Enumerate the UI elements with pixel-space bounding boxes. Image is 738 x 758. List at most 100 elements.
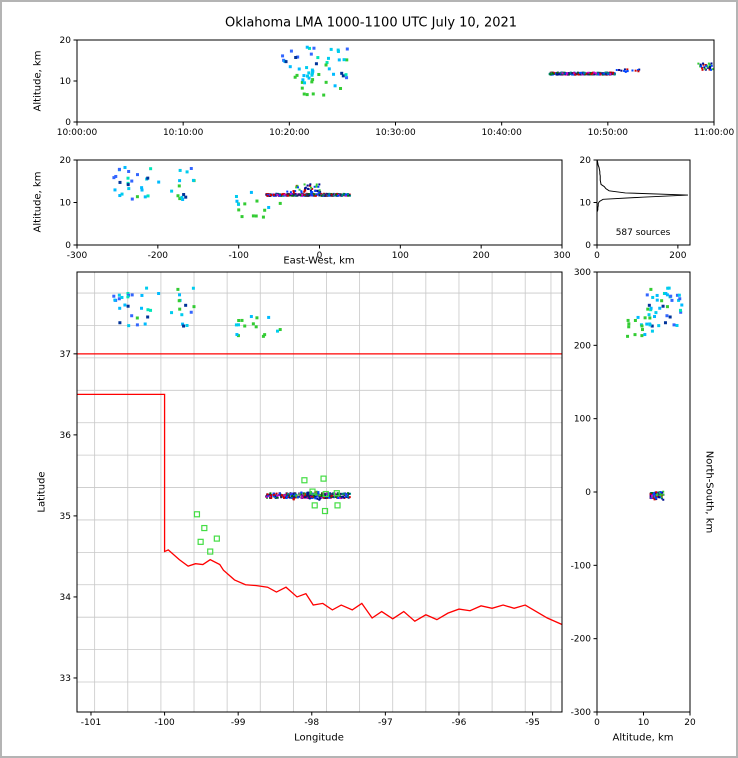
source-point	[344, 193, 347, 196]
source-point	[337, 58, 341, 62]
source-point	[283, 494, 286, 497]
source-point	[254, 214, 258, 218]
source-point	[127, 187, 131, 191]
source-point	[349, 492, 352, 495]
source-point	[660, 494, 663, 497]
source-point	[126, 176, 130, 180]
source-point	[589, 73, 592, 76]
source-point	[254, 325, 258, 329]
source-point	[290, 192, 293, 195]
source-point	[317, 192, 320, 195]
source-point	[293, 75, 297, 79]
tick-label: -100	[154, 718, 175, 728]
source-point	[710, 64, 713, 67]
source-point	[140, 186, 144, 190]
source-point	[345, 58, 349, 62]
source-point	[191, 286, 195, 290]
tick-label: 200	[473, 251, 490, 261]
source-point	[278, 201, 282, 205]
source-point	[297, 67, 301, 71]
source-point	[280, 496, 283, 499]
lma-station-marker	[322, 490, 329, 498]
source-point	[313, 185, 316, 188]
source-point	[655, 298, 659, 302]
source-point	[549, 73, 552, 76]
tick-label: 300	[574, 268, 591, 278]
source-point	[626, 70, 629, 73]
source-point	[284, 60, 288, 64]
source-point	[249, 315, 253, 319]
source-point	[335, 493, 338, 496]
source-point	[330, 193, 333, 196]
source-point	[662, 490, 665, 493]
source-point	[269, 492, 272, 495]
ok-west-south-border	[77, 393, 562, 626]
source-point	[324, 194, 327, 197]
source-point	[701, 68, 704, 71]
source-point	[645, 293, 649, 297]
source-point	[272, 493, 275, 496]
source-point	[557, 73, 560, 76]
source-point	[292, 492, 295, 495]
source-point	[317, 185, 320, 188]
source-point	[643, 316, 647, 320]
source-point	[654, 495, 657, 498]
source-point	[324, 80, 328, 84]
ew-panel-ylabel: Altitude, km	[32, 171, 44, 233]
source-point	[267, 315, 271, 319]
lma-station-marker	[320, 475, 327, 482]
tick-label: 33	[60, 674, 71, 684]
source-point	[316, 497, 319, 500]
source-point	[633, 318, 637, 322]
source-point	[303, 496, 306, 499]
source-point	[311, 187, 314, 190]
lma-station-marker	[213, 535, 220, 542]
source-point	[597, 72, 600, 75]
source-point	[607, 72, 610, 75]
source-point	[657, 491, 660, 494]
source-point	[624, 70, 627, 73]
source-point	[289, 493, 292, 496]
tick-label: 35	[60, 512, 71, 522]
source-point	[178, 179, 182, 183]
source-point	[126, 295, 130, 299]
source-point	[704, 68, 707, 71]
source-point	[325, 61, 329, 65]
source-point	[334, 193, 337, 196]
tick-label: -101	[81, 718, 101, 728]
source-point	[349, 194, 352, 197]
source-point	[170, 189, 174, 193]
source-point	[314, 62, 318, 66]
source-point	[318, 183, 321, 186]
source-point	[311, 191, 314, 194]
source-point	[312, 193, 315, 196]
source-point	[697, 62, 700, 65]
source-point	[711, 68, 714, 71]
source-point	[234, 323, 238, 327]
source-point	[306, 496, 309, 499]
tick-label: -300	[571, 708, 592, 718]
source-point	[594, 72, 597, 75]
source-point	[112, 294, 116, 298]
source-point	[272, 193, 275, 196]
source-point	[311, 92, 315, 96]
source-point	[333, 84, 337, 88]
source-point	[315, 185, 318, 188]
source-point	[631, 69, 634, 72]
source-point	[307, 46, 311, 50]
source-point	[311, 496, 314, 499]
panel-frame-ew-altitude	[76, 159, 563, 246]
source-point	[315, 490, 318, 493]
source-point	[585, 72, 588, 75]
source-point	[669, 294, 673, 298]
source-point	[702, 63, 705, 66]
source-point	[337, 194, 340, 197]
source-point	[575, 72, 578, 75]
source-point	[329, 495, 332, 498]
source-point	[626, 68, 629, 71]
source-point	[308, 496, 311, 499]
source-point	[282, 192, 285, 195]
source-point	[283, 495, 286, 498]
source-point	[292, 190, 295, 193]
source-point	[292, 498, 295, 501]
